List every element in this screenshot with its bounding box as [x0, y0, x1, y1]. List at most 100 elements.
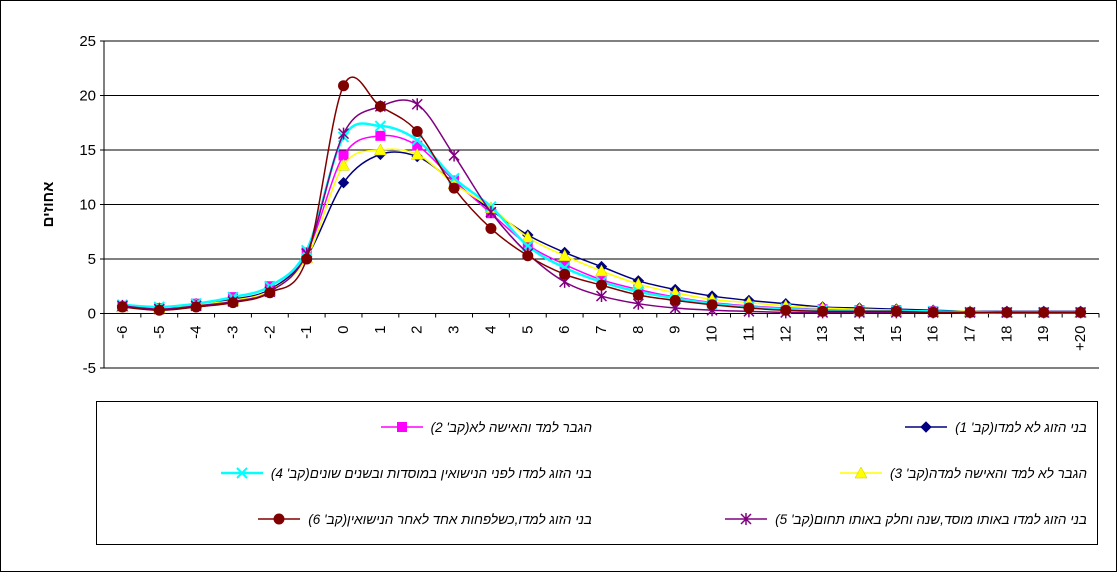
legend-swatch-marker — [854, 466, 868, 479]
data-point — [1038, 306, 1050, 318]
data-point — [373, 143, 387, 156]
legend-swatch — [380, 422, 423, 432]
data-point — [337, 158, 350, 171]
x-tick-label: 13 — [814, 326, 831, 343]
x-tick-label: -3 — [224, 326, 241, 339]
x-tick-label: 12 — [777, 326, 794, 343]
data-point — [375, 130, 386, 141]
x-tick-label: 18 — [998, 326, 1015, 343]
data-point — [153, 304, 165, 316]
legend-swatch-marker — [236, 467, 248, 479]
x-tick-label: 4 — [482, 326, 499, 334]
series-6 — [116, 76, 1087, 318]
x-tick-label: 19 — [1035, 326, 1052, 343]
y-tick-label: 10 — [79, 197, 96, 214]
legend-swatch — [220, 467, 263, 479]
legend-swatch-marker — [396, 422, 407, 432]
data-point — [411, 98, 423, 111]
y-tick-label: -5 — [83, 360, 96, 377]
data-point — [410, 147, 424, 160]
data-point — [669, 294, 681, 306]
x-tick-label: 9 — [667, 326, 684, 334]
data-point — [743, 302, 755, 314]
data-point — [411, 125, 423, 137]
x-tick-label: -2 — [261, 326, 278, 339]
x-tick-label: -4 — [188, 326, 205, 339]
y-tick-label: 20 — [79, 88, 96, 105]
data-point — [338, 150, 349, 161]
data-point — [1075, 306, 1087, 318]
data-point — [596, 279, 607, 291]
y-tick-label: 25 — [79, 33, 96, 50]
legend-label: בני הזוג למדו באותו מוסד,שנה וחלק באותו … — [775, 511, 1087, 527]
x-tick-label: -6 — [114, 326, 131, 339]
data-point — [853, 305, 865, 317]
x-tick-label: 5 — [519, 326, 536, 334]
x-tick-label: 8 — [630, 326, 647, 334]
data-point — [521, 230, 535, 243]
data-point — [964, 306, 976, 318]
x-tick-label: 16 — [925, 326, 942, 343]
y-axis-title: אחוזים — [40, 182, 57, 228]
x-tick-label: 17 — [962, 326, 979, 343]
data-point — [448, 149, 460, 162]
data-point — [817, 305, 829, 317]
data-point — [485, 222, 497, 234]
legend-entry: בני הזוג למדו,כשלפחות אחד לאחר הנישואין(… — [102, 508, 592, 530]
data-point — [448, 172, 460, 185]
x-tick-label: 7 — [593, 326, 610, 334]
legend-swatch — [905, 421, 948, 433]
data-point — [337, 176, 350, 189]
y-tick-label: 15 — [79, 142, 96, 159]
x-tick-label: +20 — [1072, 326, 1089, 351]
legend-swatch — [725, 513, 768, 525]
legend-label: בני הזוג למדו,כשלפחות אחד לאחר הנישואין(… — [308, 511, 592, 527]
data-point — [374, 120, 387, 132]
legend-label: הגבר למד והאישה לא(קב' 2) — [430, 419, 592, 435]
x-tick-label: 15 — [888, 326, 905, 343]
data-point — [632, 289, 644, 301]
x-tick-label: 0 — [335, 326, 352, 334]
x-tick-label: 3 — [446, 326, 463, 334]
data-point — [780, 304, 792, 316]
data-point — [595, 264, 608, 277]
x-tick-label: 1 — [372, 326, 389, 334]
data-point — [522, 250, 534, 262]
data-point — [116, 301, 128, 313]
data-point — [927, 306, 939, 318]
legend-label: בני הזוג לא למדו(קב' 1) — [955, 419, 1087, 435]
legend-label: הגבר לא למד והאישה למדה(קב' 3) — [890, 465, 1087, 481]
data-point — [890, 305, 902, 317]
x-tick-label: -1 — [298, 326, 315, 339]
y-tick-label: 5 — [88, 251, 96, 268]
legend-swatch-marker — [920, 421, 932, 433]
data-point — [227, 297, 239, 309]
x-tick-label: 11 — [740, 326, 757, 342]
legend-entry: הגבר לא למד והאישה למדה(קב' 3) — [597, 462, 1087, 484]
legend-entry: בני הזוג למדו באותו מוסד,שנה וחלק באותו … — [597, 508, 1087, 530]
data-point — [485, 206, 497, 219]
data-point — [448, 182, 460, 194]
x-tick-label: 10 — [704, 326, 721, 343]
legend-label: בני הזוג למדו לפני הנישואין במוסדות ובשנ… — [270, 465, 592, 481]
legend-entry: בני הזוג לא למדו(קב' 1) — [597, 416, 1087, 438]
data-point — [374, 100, 386, 112]
data-point — [595, 290, 608, 303]
data-point — [558, 249, 572, 261]
data-point — [411, 134, 423, 146]
legend-swatch — [258, 513, 301, 525]
legend-swatch-marker — [273, 513, 285, 525]
series-line — [122, 76, 1081, 314]
data-point — [631, 277, 645, 290]
legend-entry: הגבר למד והאישה לא(קב' 2) — [102, 416, 592, 438]
x-tick-label: 2 — [409, 326, 426, 334]
chart-legend: בני הזוג לא למדו(קב' 1) הגבר למד והאישה ל… — [96, 401, 1098, 545]
legend-swatch — [840, 466, 883, 479]
y-tick-label: 0 — [88, 306, 96, 323]
legend-swatch-marker — [740, 513, 752, 525]
x-tick-label: -5 — [151, 326, 168, 339]
data-point — [1001, 306, 1013, 318]
data-point — [264, 287, 276, 299]
